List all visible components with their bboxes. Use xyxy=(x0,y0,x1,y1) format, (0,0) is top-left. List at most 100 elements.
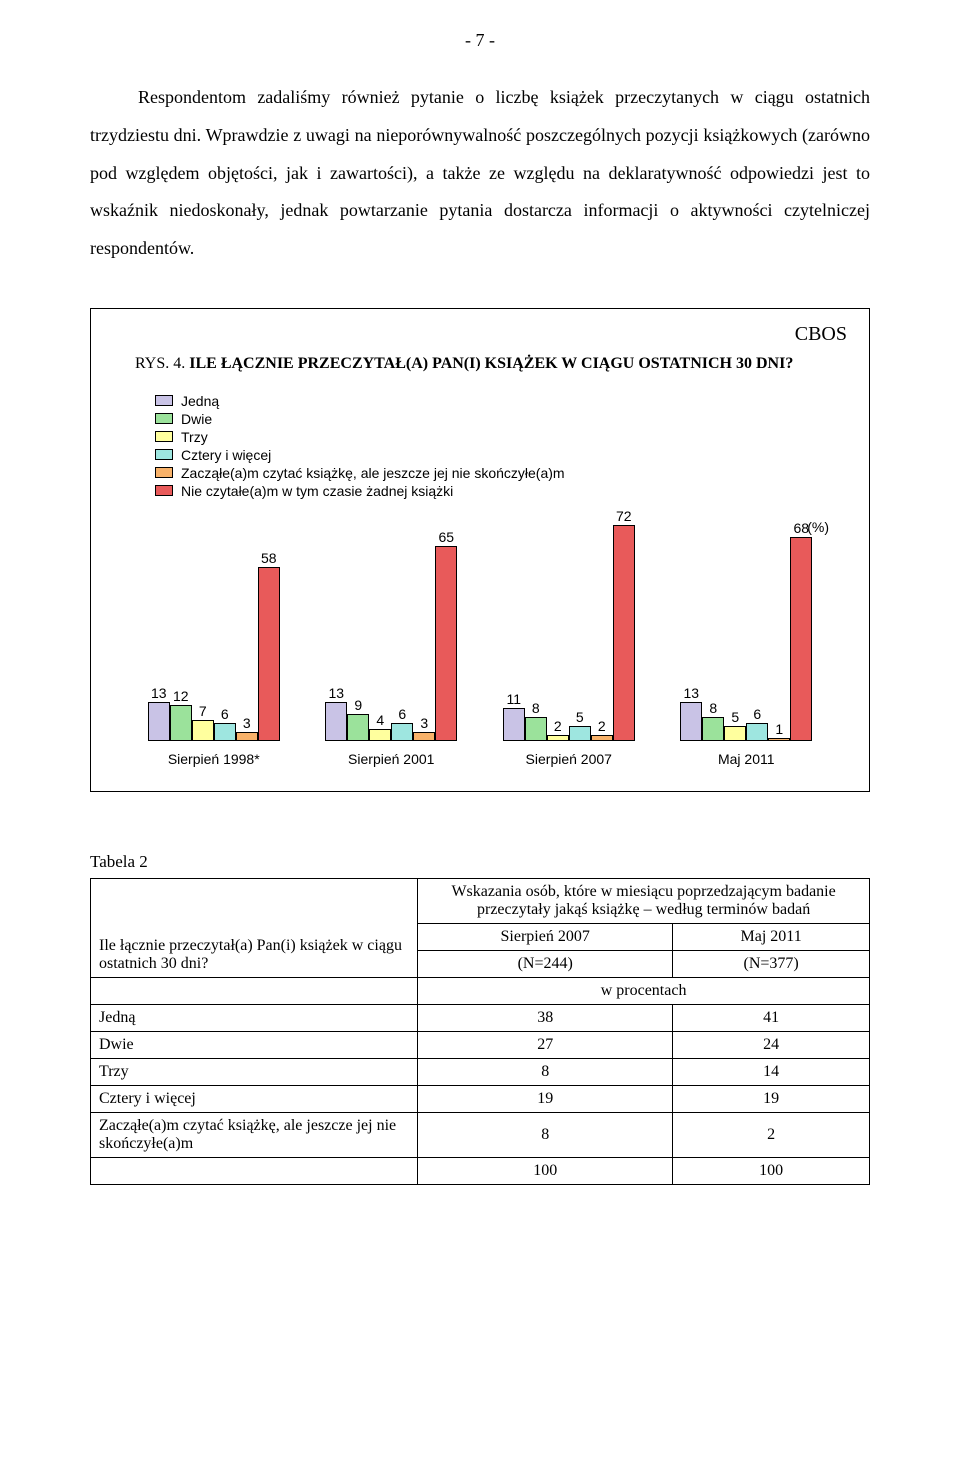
row-value-2: 41 xyxy=(673,1004,870,1031)
row-value-1: 19 xyxy=(418,1085,673,1112)
chart-legend: Jedną Dwie Trzy Cztery i więcej Zacząłe(a)m … xyxy=(155,393,845,499)
bar: 6 xyxy=(214,723,236,741)
bar-value: 58 xyxy=(261,550,277,566)
table-caption: Tabela 2 xyxy=(90,852,870,872)
bar: 3 xyxy=(413,732,435,741)
legend-swatch xyxy=(155,467,173,478)
legend-label: Dwie xyxy=(181,411,212,427)
chart-rys: RYS. 4. xyxy=(135,355,185,372)
bar-value: 4 xyxy=(376,712,384,728)
legend-label: Jedną xyxy=(181,393,219,409)
legend-item: Dwie xyxy=(155,411,845,427)
bar-group: 13946365 Sierpień 2001 xyxy=(325,546,457,767)
legend-swatch xyxy=(155,395,173,406)
legend-label: Zacząłe(a)m czytać książkę, ale jeszcze … xyxy=(181,465,565,481)
bar-group: 13856168Maj 2011 xyxy=(680,537,812,767)
table-header-main: Wskazania osób, które w miesiącu poprzed… xyxy=(418,878,870,923)
bar-value: 11 xyxy=(506,691,521,707)
table-col1: Sierpień 2007 xyxy=(418,923,673,950)
table-question-header: Ile łącznie przeczytał(a) Pan(i) książek… xyxy=(91,878,418,977)
bar-value: 13 xyxy=(328,685,344,701)
bar: 68 xyxy=(790,537,812,741)
chart-question: ILE ŁĄCZNIE PRZECZYTAŁ(A) PAN(I) KSIĄŻEK… xyxy=(189,355,793,372)
row-value-1: 100 xyxy=(418,1157,673,1184)
bars: 13856168 xyxy=(680,537,812,741)
table-row: Dwie2724 xyxy=(91,1031,870,1058)
table-n1: (N=244) xyxy=(418,950,673,977)
table-row: 100100 xyxy=(91,1157,870,1184)
group-label: Sierpień 1998* xyxy=(168,751,260,767)
row-value-2: 24 xyxy=(673,1031,870,1058)
bar: 13 xyxy=(325,702,347,741)
bar-group: 11825272Sierpień 2007 xyxy=(503,525,635,767)
legend-swatch xyxy=(155,485,173,496)
bar: 6 xyxy=(746,723,768,741)
bar-value: 68 xyxy=(793,520,809,536)
bar: 2 xyxy=(591,735,613,741)
bar-value: 6 xyxy=(753,706,761,722)
bar: 8 xyxy=(702,717,724,741)
table-row: Zacząłe(a)m czytać książkę, ale jeszcze … xyxy=(91,1112,870,1157)
table-row: Jedną3841 xyxy=(91,1004,870,1031)
row-label: Trzy xyxy=(91,1058,418,1085)
row-label: Dwie xyxy=(91,1031,418,1058)
bar: 5 xyxy=(569,726,591,741)
row-value-1: 27 xyxy=(418,1031,673,1058)
bars: 11825272 xyxy=(503,525,635,741)
bar: 6 xyxy=(391,723,413,741)
table-col2: Maj 2011 xyxy=(673,923,870,950)
table-row: Trzy814 xyxy=(91,1058,870,1085)
bar: 3 xyxy=(236,732,258,741)
legend-swatch xyxy=(155,413,173,424)
bar-value: 7 xyxy=(199,703,207,719)
bar: 7 xyxy=(192,720,214,741)
row-label xyxy=(91,1157,418,1184)
bar: 65 xyxy=(435,546,457,741)
bar: 8 xyxy=(525,717,547,741)
bar-value: 8 xyxy=(709,700,717,716)
data-table: Ile łącznie przeczytał(a) Pan(i) książek… xyxy=(90,878,870,1185)
bar: 5 xyxy=(724,726,746,741)
legend-item: Cztery i więcej xyxy=(155,447,845,463)
row-value-2: 2 xyxy=(673,1112,870,1157)
page: - 7 - Respondentom zadaliśmy również pyt… xyxy=(0,0,960,1225)
legend-swatch xyxy=(155,449,173,460)
bar-value: 3 xyxy=(420,715,428,731)
bar-value: 6 xyxy=(398,706,406,722)
bar-group: 131276358Sierpień 1998* xyxy=(148,567,280,767)
bar: 1 xyxy=(768,738,790,741)
bar: 13 xyxy=(680,702,702,741)
chart-title: RYS. 4. ILE ŁĄCZNIE PRZECZYTAŁ(A) PAN(I)… xyxy=(115,355,845,373)
bar-value: 2 xyxy=(598,718,606,734)
bar-value: 72 xyxy=(616,508,632,524)
legend-item: Trzy xyxy=(155,429,845,445)
legend-item: Zacząłe(a)m czytać książkę, ale jeszcze … xyxy=(155,465,845,481)
page-number: - 7 - xyxy=(90,30,870,51)
bar-value: 65 xyxy=(438,529,454,545)
bar: 72 xyxy=(613,525,635,741)
group-label: Sierpień 2007 xyxy=(526,751,612,767)
row-label: Cztery i więcej xyxy=(91,1085,418,1112)
bar-value: 3 xyxy=(243,715,251,731)
bar-value: 5 xyxy=(731,709,739,725)
row-value-1: 8 xyxy=(418,1058,673,1085)
bar-value: 2 xyxy=(554,718,562,734)
bar-value: 13 xyxy=(683,685,699,701)
body-paragraph: Respondentom zadaliśmy również pytanie o… xyxy=(90,79,870,268)
row-value-2: 14 xyxy=(673,1058,870,1085)
cbos-label: CBOS xyxy=(795,323,847,346)
bar: 2 xyxy=(547,735,569,741)
bar: 11 xyxy=(503,708,525,741)
chart-container: CBOS RYS. 4. ILE ŁĄCZNIE PRZECZYTAŁ(A) P… xyxy=(90,308,870,792)
bar: 13 xyxy=(148,702,170,741)
legend-label: Trzy xyxy=(181,429,208,445)
legend-item: Jedną xyxy=(155,393,845,409)
group-label: Sierpień 2001 xyxy=(348,751,434,767)
bar-value: 13 xyxy=(151,685,167,701)
row-value-1: 8 xyxy=(418,1112,673,1157)
bar-value: 12 xyxy=(173,688,189,704)
bar: 58 xyxy=(258,567,280,741)
bars: 13946365 xyxy=(325,546,457,741)
table-unit: w procentach xyxy=(418,977,870,1004)
bar: 12 xyxy=(170,705,192,741)
